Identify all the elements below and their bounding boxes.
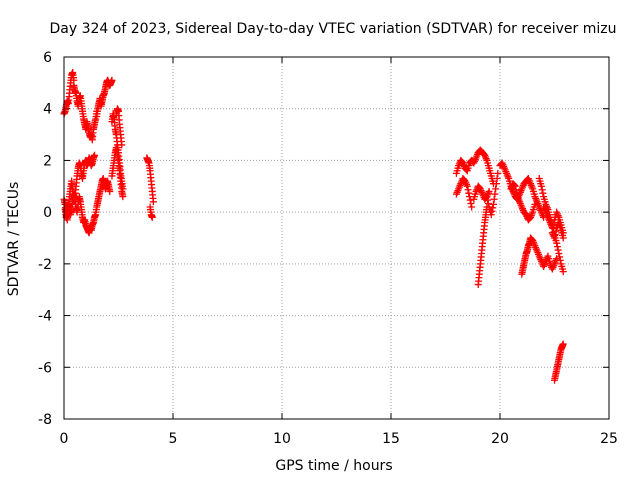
- data-point: [483, 193, 491, 201]
- data-point: [463, 182, 471, 190]
- data-point: [553, 243, 561, 251]
- data-point: [468, 203, 476, 211]
- x-axis-label: GPS time / hours: [275, 458, 392, 474]
- y-tick-label: 0: [43, 205, 52, 221]
- data-point: [148, 213, 156, 221]
- grid: [64, 57, 609, 419]
- y-tick-labels: -8 -6 -4 -2 0 2 4 6: [38, 50, 52, 428]
- x-tick-label: 10: [273, 431, 291, 447]
- x-tick-label: 0: [60, 431, 69, 447]
- data-point: [492, 185, 500, 193]
- x-tick-label: 20: [491, 431, 509, 447]
- data-point: [555, 250, 563, 258]
- data-point: [491, 190, 499, 198]
- data-point: [512, 186, 520, 194]
- y-tick-label: -8: [38, 412, 52, 428]
- data-point: [467, 200, 475, 208]
- data-point: [559, 340, 567, 348]
- data-point: [556, 256, 564, 264]
- data-point: [559, 268, 567, 276]
- data-point: [466, 196, 474, 204]
- data-point: [494, 169, 502, 177]
- data-point: [551, 234, 558, 242]
- y-tick-label: -4: [38, 309, 52, 325]
- plot-frame: [63, 56, 610, 420]
- chart-title: Day 324 of 2023, Sidereal Day-to-day VTE…: [50, 21, 617, 37]
- x-tick-label: 5: [169, 431, 178, 447]
- data-point: [91, 151, 99, 159]
- data-point: [465, 189, 473, 197]
- data-point: [484, 200, 492, 208]
- data-point: [539, 189, 547, 197]
- data-point: [108, 76, 116, 84]
- data-point: [559, 234, 567, 242]
- y-tick-label: 4: [43, 102, 52, 118]
- data-point: [551, 231, 559, 239]
- data-point: [119, 193, 127, 201]
- data-point: [485, 187, 493, 195]
- data-point: [488, 207, 496, 215]
- data-point: [487, 211, 495, 219]
- x-tick-label: 25: [600, 431, 618, 447]
- data-point: [492, 180, 500, 188]
- data-point: [556, 253, 564, 261]
- y-axis-label: SDTVAR / TECUs: [6, 182, 22, 297]
- data-point: [531, 200, 539, 208]
- data-point: [493, 175, 501, 183]
- y-tick-label: 2: [43, 153, 52, 169]
- data-point: [106, 187, 114, 195]
- y-tick-label: 6: [43, 50, 52, 66]
- data-point: [554, 246, 562, 254]
- data-points: [60, 69, 567, 384]
- data-point: [513, 189, 521, 197]
- data-point: [464, 186, 472, 194]
- data-point: [538, 186, 546, 194]
- y-tick-label: -6: [38, 360, 52, 376]
- data-point: [553, 239, 561, 247]
- data-point: [489, 204, 497, 212]
- data-point: [552, 227, 560, 235]
- data-point: [149, 198, 157, 206]
- data-point: [118, 141, 126, 149]
- data-point: [537, 182, 545, 190]
- data-point: [490, 195, 498, 203]
- data-point: [484, 196, 492, 204]
- data-point: [511, 181, 519, 189]
- data-point: [489, 200, 497, 208]
- data-point: [511, 182, 519, 190]
- y-tick-label: -2: [38, 257, 52, 273]
- x-tick-label: 15: [382, 431, 400, 447]
- x-tick-labels: 0 5 10 15 20 25: [60, 431, 618, 447]
